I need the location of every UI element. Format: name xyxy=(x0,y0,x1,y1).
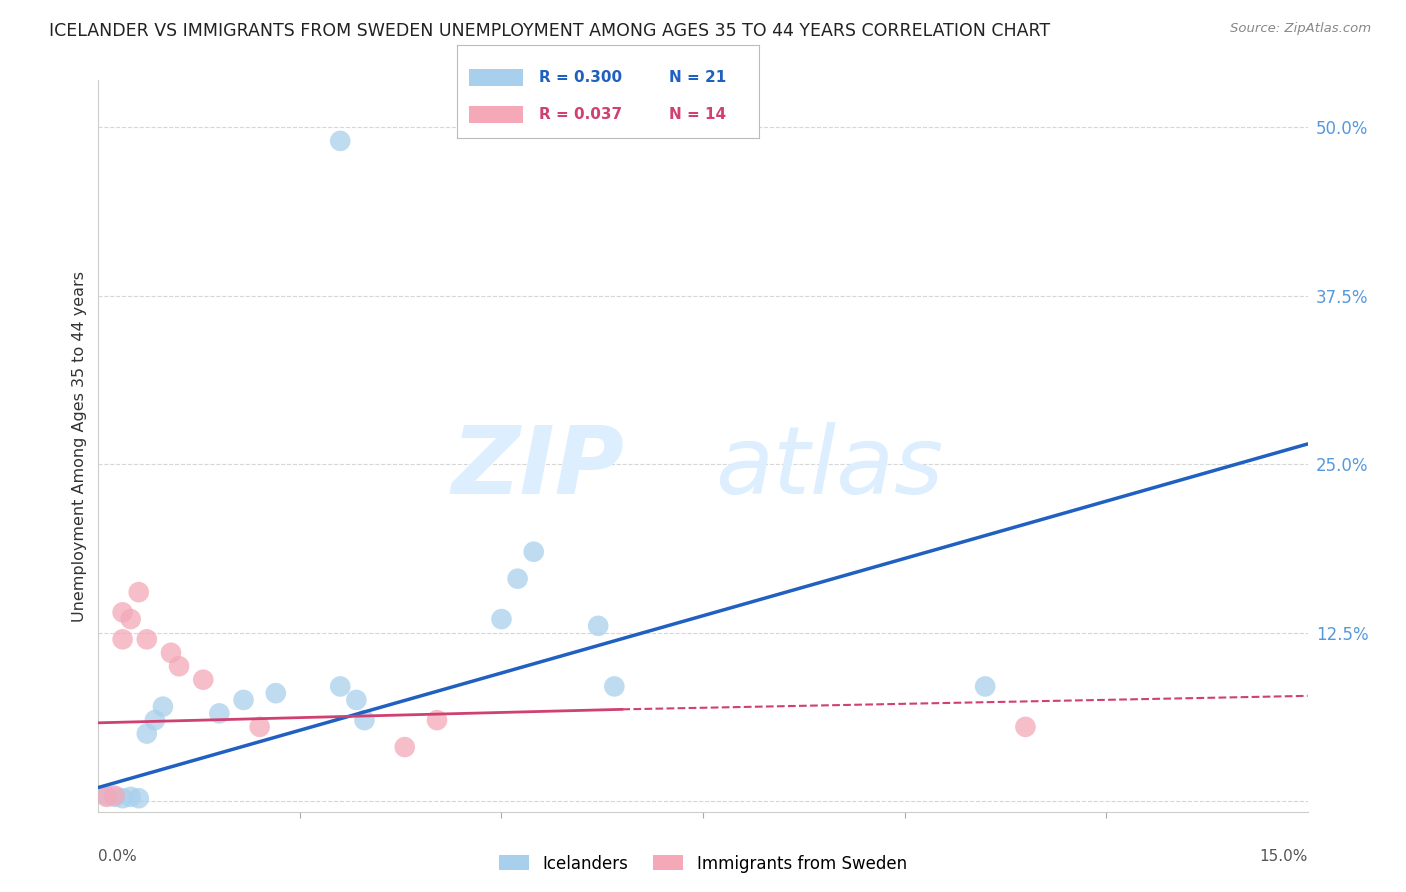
Point xyxy=(329,134,352,148)
Point xyxy=(120,789,142,804)
Point xyxy=(193,673,215,687)
Point xyxy=(506,572,529,586)
Point xyxy=(167,659,190,673)
Point xyxy=(426,713,449,727)
Point xyxy=(96,789,118,803)
Point xyxy=(160,646,183,660)
Text: 0.0%: 0.0% xyxy=(98,849,138,864)
Text: atlas: atlas xyxy=(716,423,943,514)
Point xyxy=(249,720,271,734)
Point xyxy=(128,791,150,805)
Point xyxy=(152,699,174,714)
Point xyxy=(586,619,609,633)
Point xyxy=(103,789,125,804)
Text: R = 0.037: R = 0.037 xyxy=(538,107,621,122)
Point xyxy=(394,740,416,755)
Point xyxy=(111,791,134,805)
Point xyxy=(603,680,626,694)
Text: 15.0%: 15.0% xyxy=(1260,849,1308,864)
Text: Source: ZipAtlas.com: Source: ZipAtlas.com xyxy=(1230,22,1371,36)
Point xyxy=(128,585,150,599)
Point xyxy=(120,612,142,626)
Bar xyxy=(470,106,523,123)
Point xyxy=(143,713,166,727)
Text: N = 14: N = 14 xyxy=(669,107,725,122)
Text: R = 0.300: R = 0.300 xyxy=(538,70,621,85)
Legend: Icelanders, Immigrants from Sweden: Icelanders, Immigrants from Sweden xyxy=(492,848,914,880)
Point xyxy=(264,686,287,700)
Point xyxy=(353,713,375,727)
Point xyxy=(103,789,125,803)
Point xyxy=(111,632,134,647)
Point xyxy=(135,632,157,647)
Point xyxy=(208,706,231,721)
Text: ICELANDER VS IMMIGRANTS FROM SWEDEN UNEMPLOYMENT AMONG AGES 35 TO 44 YEARS CORRE: ICELANDER VS IMMIGRANTS FROM SWEDEN UNEM… xyxy=(49,22,1050,40)
Point xyxy=(523,545,546,559)
Text: N = 21: N = 21 xyxy=(669,70,725,85)
Point xyxy=(344,693,367,707)
Point xyxy=(232,693,254,707)
Point xyxy=(135,726,157,740)
Point xyxy=(111,606,134,620)
Point xyxy=(96,789,118,804)
Point xyxy=(491,612,513,626)
Point xyxy=(1014,720,1036,734)
Text: ZIP: ZIP xyxy=(451,422,624,514)
Bar xyxy=(470,69,523,86)
Y-axis label: Unemployment Among Ages 35 to 44 years: Unemployment Among Ages 35 to 44 years xyxy=(72,270,87,622)
Point xyxy=(974,680,997,694)
Point xyxy=(329,680,352,694)
